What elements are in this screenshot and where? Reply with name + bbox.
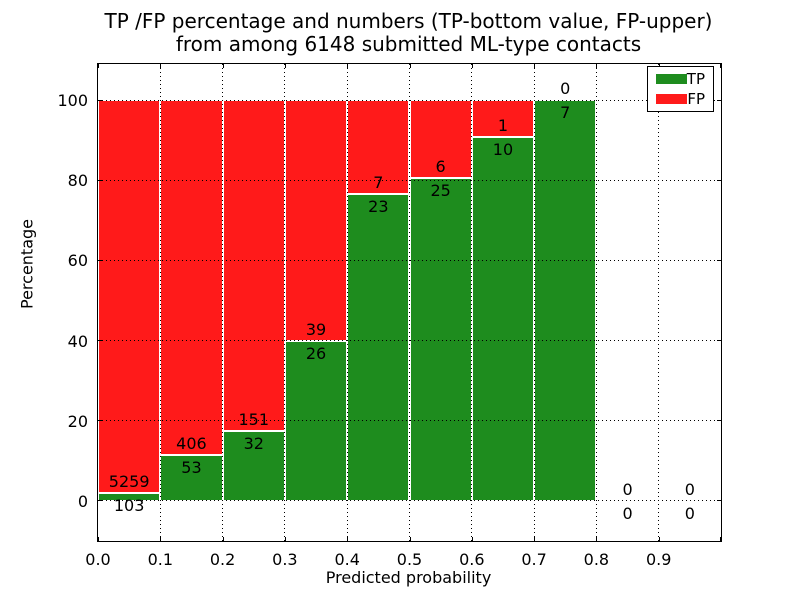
fp-count-label: 0 <box>560 79 571 99</box>
plot-area: 5259 103 406 53 151 32 39 26 7 23 6 25 1 10 0 7 0 0 0 0 0.0 0… <box>18 63 722 569</box>
legend-entry-fp: FP <box>656 90 705 108</box>
fp-count-label: 5259 <box>108 472 150 492</box>
bar-segment-tp <box>160 454 223 501</box>
legend-entry-tp: TP <box>656 70 705 88</box>
y-tick-label: 100 <box>57 91 88 111</box>
legend-tp-label: TP <box>686 70 705 89</box>
y-axis-label: Percentage <box>17 218 37 309</box>
bar-segment-fp <box>409 100 472 178</box>
x-tick-mark <box>720 537 721 541</box>
y-tick-label: 0 <box>77 491 88 511</box>
tp-count-label: 26 <box>305 343 327 363</box>
tp-count-label: 23 <box>368 196 389 216</box>
x-tick-mark <box>658 537 660 541</box>
x-tick-mark <box>160 64 162 68</box>
chart-title-line1: TP /FP percentage and numbers (TP-bottom… <box>104 9 713 33</box>
x-tick-mark <box>409 64 411 68</box>
bar-segment-fp <box>284 100 348 341</box>
labels-layer: 5259 103 406 53 151 32 39 26 7 23 6 25 1 10 0 7 0 0 0 0 0.0 0… <box>57 64 721 569</box>
bar-segment-tp <box>409 177 472 501</box>
tp-count-label: 103 <box>113 496 145 516</box>
x-tick-mark <box>720 64 721 68</box>
x-tick-label: 0.4 <box>334 550 360 569</box>
bar-segment-fp <box>471 100 535 137</box>
y-tick-label: 20 <box>67 411 88 431</box>
x-tick-mark <box>596 537 598 541</box>
x-tick-label: 0.5 <box>396 550 423 569</box>
x-tick-mark <box>471 537 473 541</box>
tp-count-label: 25 <box>430 180 451 200</box>
legend: TP FP <box>647 66 714 112</box>
legend-tp-swatch-icon <box>656 74 687 85</box>
x-tick-label: 0.3 <box>272 550 298 569</box>
fp-count-label: 0 <box>622 479 633 499</box>
x-tick-label: 0.9 <box>645 550 672 569</box>
x-tick-mark <box>534 64 536 68</box>
bar-segment-fp <box>98 100 161 494</box>
y-tick-label: 40 <box>67 331 88 351</box>
chart-title: TP /FP percentage and numbers (TP-bottom… <box>97 10 720 56</box>
bar-segment-tp <box>347 193 410 501</box>
x-tick-label: 0.7 <box>521 550 547 569</box>
tp-count-label: 53 <box>181 457 202 477</box>
fp-count-label: 0 <box>684 479 695 499</box>
legend-fp-label: FP <box>687 89 705 108</box>
x-tick-mark <box>98 64 99 68</box>
y-tick-label: 60 <box>67 251 88 271</box>
fp-count-label: 151 <box>238 409 270 429</box>
y-tick-label: 80 <box>67 171 88 191</box>
bar-segment-tp <box>471 136 535 501</box>
x-tick-mark <box>347 537 349 541</box>
tp-count-label: 0 <box>684 503 695 523</box>
x-tick-mark <box>284 537 286 541</box>
x-tick-label: 0.2 <box>209 550 236 569</box>
x-tick-mark <box>284 64 286 68</box>
x-tick-mark <box>534 537 536 541</box>
x-tick-label: 0.0 <box>85 550 111 569</box>
tp-count-label: 7 <box>560 103 571 123</box>
x-tick-mark <box>347 64 349 68</box>
fp-count-label: 7 <box>373 172 384 192</box>
fp-count-label: 406 <box>176 433 207 453</box>
bar-segment-fp <box>160 100 223 455</box>
x-tick-mark <box>98 537 99 541</box>
x-tick-mark <box>596 64 598 68</box>
x-axis-label: Predicted probability <box>325 568 492 587</box>
x-tick-mark <box>222 537 224 541</box>
x-tick-mark <box>222 64 224 68</box>
x-tick-label: 0.8 <box>583 550 610 569</box>
tp-count-label: 10 <box>492 139 514 159</box>
x-tick-label: 0.6 <box>459 550 485 569</box>
fp-count-label: 6 <box>435 156 446 176</box>
fp-count-label: 39 <box>305 319 327 339</box>
bar-segment-tp <box>222 430 285 501</box>
chart-title-line2: from among 6148 submitted ML-type contac… <box>175 32 642 56</box>
bar-segment-fp <box>347 100 410 194</box>
x-tick-mark <box>409 537 411 541</box>
x-tick-mark <box>471 64 473 68</box>
tp-count-label: 32 <box>243 433 264 453</box>
legend-fp-swatch-icon <box>656 93 688 104</box>
x-tick-mark <box>160 537 162 541</box>
bars-layer <box>98 64 721 541</box>
x-tick-label: 0.1 <box>147 550 174 569</box>
bar-segment-fp <box>222 100 285 431</box>
tp-count-label: 0 <box>622 503 633 523</box>
bar-segment-tp <box>534 100 597 501</box>
fp-count-label: 1 <box>497 115 509 135</box>
